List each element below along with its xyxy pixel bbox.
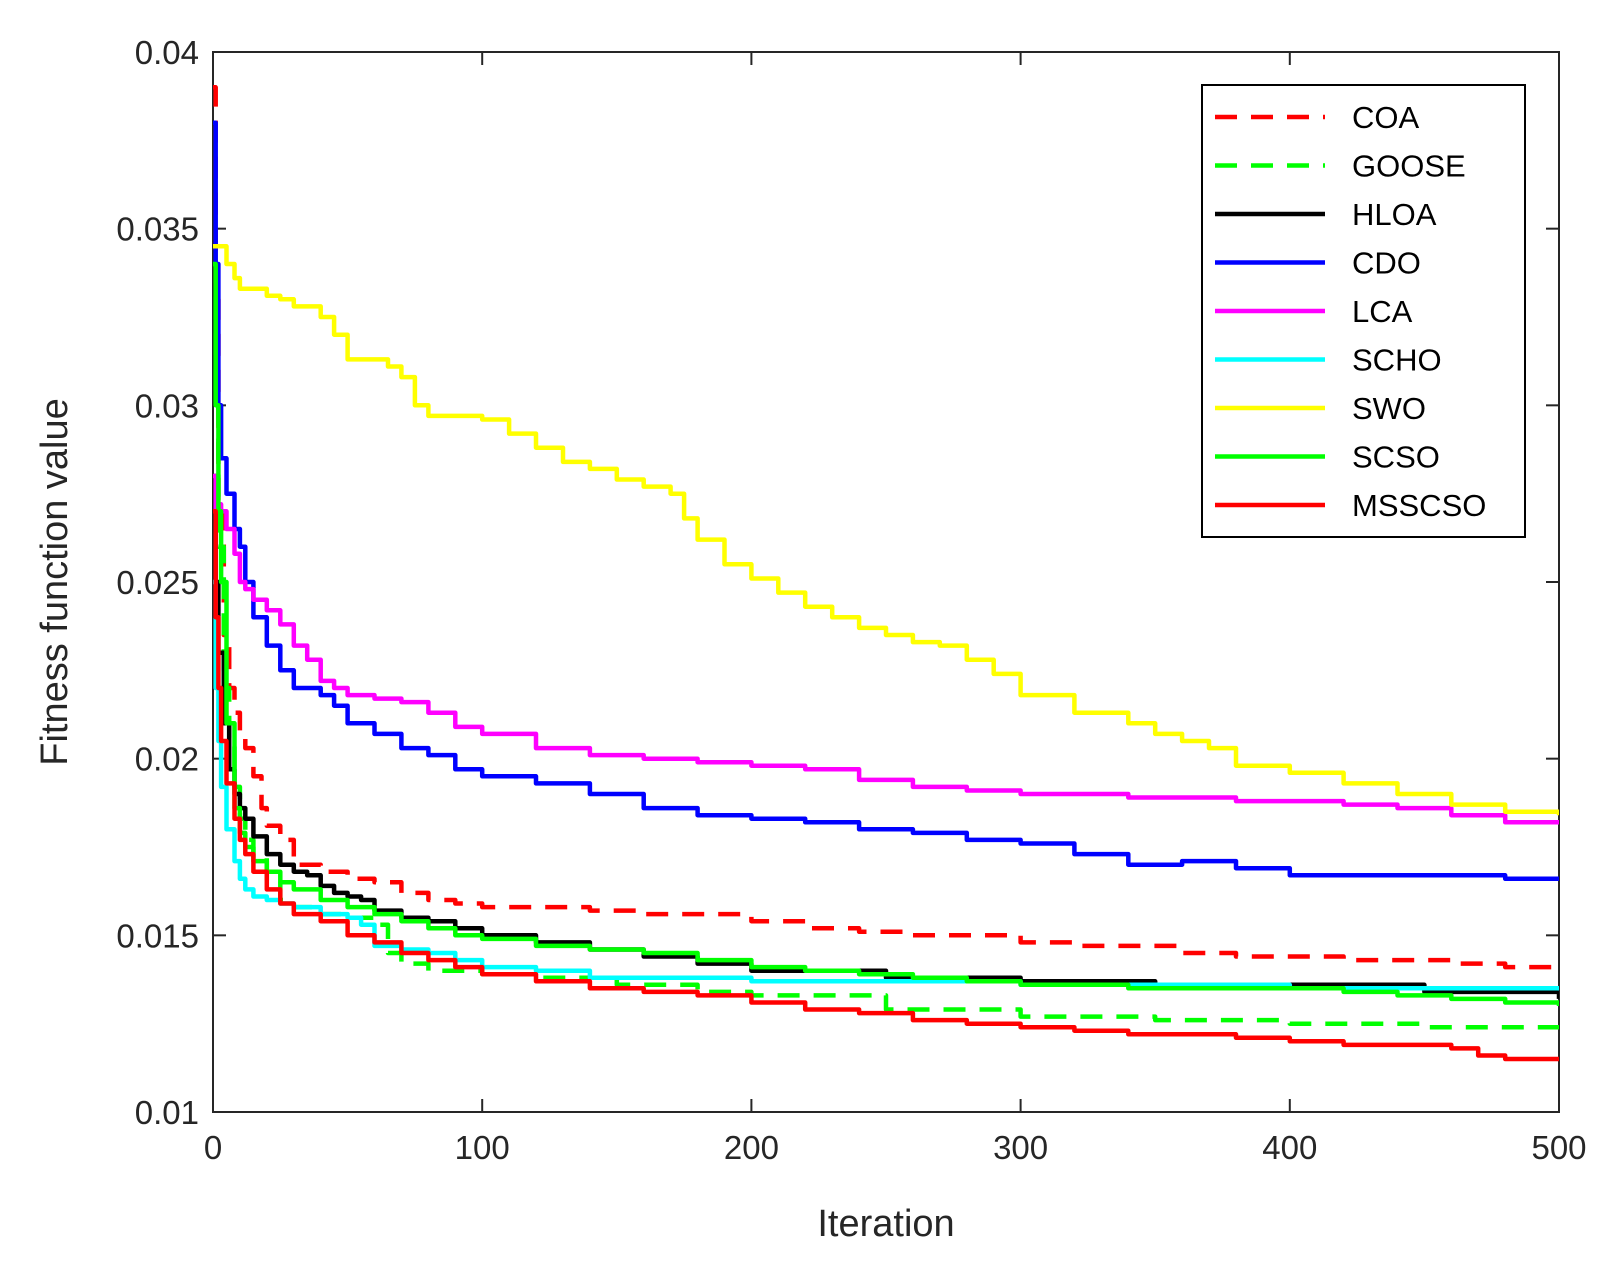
legend: COA GOOSE HLOA CDO LCA SCHO SWO SCSO MSSCSO — [1201, 84, 1526, 538]
legend-label-goose: GOOSE — [1352, 149, 1466, 184]
x-tick-label: 500 — [1531, 1129, 1586, 1166]
legend-label-scho: SCHO — [1352, 343, 1442, 378]
legend-label-lca: LCA — [1352, 294, 1413, 329]
series-line-lca — [213, 473, 1559, 825]
legend-label-cdo: CDO — [1352, 246, 1421, 281]
series-line-swo — [213, 244, 1559, 816]
legend-label-coa: COA — [1352, 100, 1420, 135]
series-line-scho — [213, 579, 1559, 991]
x-tick-label: 200 — [724, 1129, 779, 1166]
series-line-msscso — [213, 509, 1559, 1062]
series-line-coa — [213, 85, 1559, 970]
legend-label-hloa: HLOA — [1352, 197, 1437, 232]
y-axis-label: Fitness function value — [34, 398, 76, 766]
legend-label-scso: SCSO — [1352, 440, 1440, 475]
x-tick-label: 400 — [1262, 1129, 1317, 1166]
x-tick-label: 300 — [993, 1129, 1048, 1166]
y-tick-label: 0.01 — [135, 1094, 199, 1131]
legend-label-swo: SWO — [1352, 391, 1426, 426]
y-tick-label: 0.04 — [135, 34, 199, 71]
x-tick-label: 0 — [204, 1129, 222, 1166]
series-line-cdo — [213, 120, 1559, 882]
y-tick-label: 0.015 — [116, 917, 199, 954]
y-tick-label: 0.02 — [135, 741, 199, 778]
x-tick-label: 100 — [455, 1129, 510, 1166]
y-tick-label: 0.03 — [135, 387, 199, 424]
y-tick-label: 0.035 — [116, 211, 199, 248]
legend-label-msscso: MSSCSO — [1352, 488, 1486, 523]
y-tick-label: 0.025 — [116, 564, 199, 601]
x-axis-label: Iteration — [817, 1203, 954, 1245]
